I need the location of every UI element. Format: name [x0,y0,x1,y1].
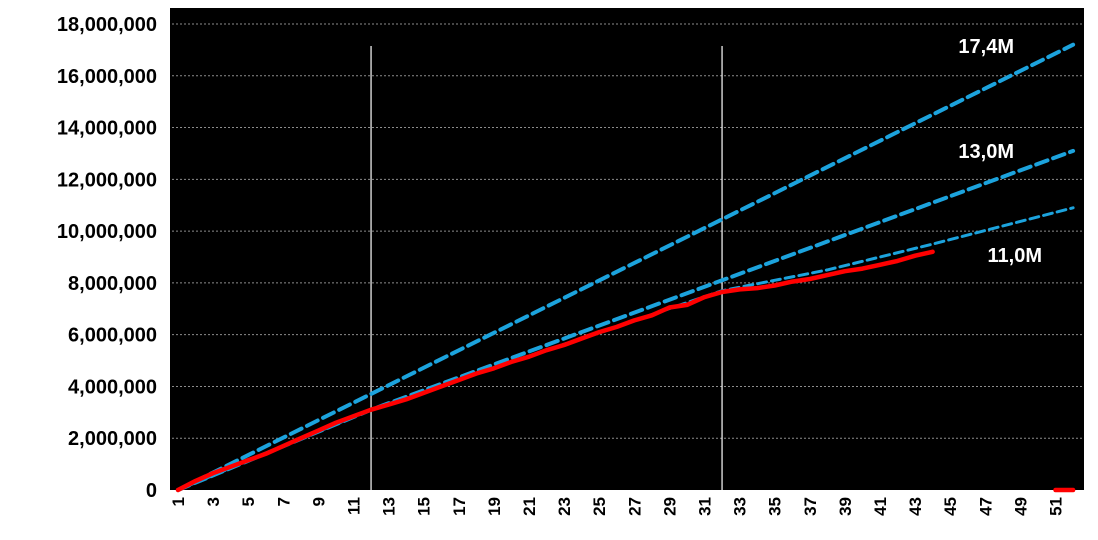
x-tick-label: 37 [801,497,820,516]
x-tick-label: 25 [590,497,609,516]
x-tick-label: 31 [696,497,715,516]
x-tick-label: 5 [239,497,258,506]
x-tick-label: 13 [380,497,399,516]
y-tick-label: 18,000,000 [57,14,157,36]
x-tick-label: 27 [625,497,644,516]
plot-background [170,8,1084,490]
x-tick-label: 19 [485,497,504,516]
vertical-markers [370,46,723,490]
x-tick-label: 15 [415,497,434,516]
x-tick-label: 51 [1047,497,1066,516]
y-tick-label: 12,000,000 [57,169,157,191]
y-tick-label: 16,000,000 [57,66,157,88]
y-axis: 0 2,000,000 4,000,000 6,000,000 8,000,000 10,… [57,14,157,502]
y-tick-label: 2,000,000 [68,428,157,450]
gridlines [172,23,1084,439]
x-tick-label: 21 [520,497,539,516]
series-lines [175,42,1076,493]
x-tick-label: 45 [941,497,960,516]
series-label: 17,4M [958,36,1014,58]
x-tick-label: 39 [836,497,855,516]
y-tick-label: 0 [146,480,157,502]
x-tick-label: 41 [871,497,890,516]
x-tick-label: 7 [274,497,293,506]
series-line-actual [175,249,935,493]
x-tick-label: 9 [309,497,328,506]
x-tick-label: 11 [345,497,364,515]
x-tick-label: 17 [450,497,469,516]
x-tick-label: 33 [731,497,750,516]
series-label: 11,0M [988,245,1042,267]
y-tick-label: 8,000,000 [68,273,157,295]
series-label: 13,0M [958,141,1014,163]
x-tick-label: 23 [555,497,574,516]
x-tick-label: 47 [976,497,995,516]
y-tick-label: 4,000,000 [68,376,157,398]
series-line-projection [176,42,1076,492]
y-tick-label: 14,000,000 [57,118,157,140]
y-tick-label: 6,000,000 [68,325,157,347]
x-tick-label: 29 [660,497,679,516]
x-tick-label: 3 [204,497,223,506]
x-tick-label: 1 [169,497,188,506]
x-tick-label: 49 [1011,497,1030,516]
x-tick-label: 35 [766,497,785,516]
y-tick-label: 10,000,000 [57,221,157,243]
x-tick-label: 43 [906,497,925,516]
x-axis: 1 3 5 7 9 11 13 15 17 19 21 23 25 27 29 31 33 35 37 39 41 43 4… [169,497,1066,516]
series-labels: 17,4M 13,0M 11,0M [958,36,1042,267]
